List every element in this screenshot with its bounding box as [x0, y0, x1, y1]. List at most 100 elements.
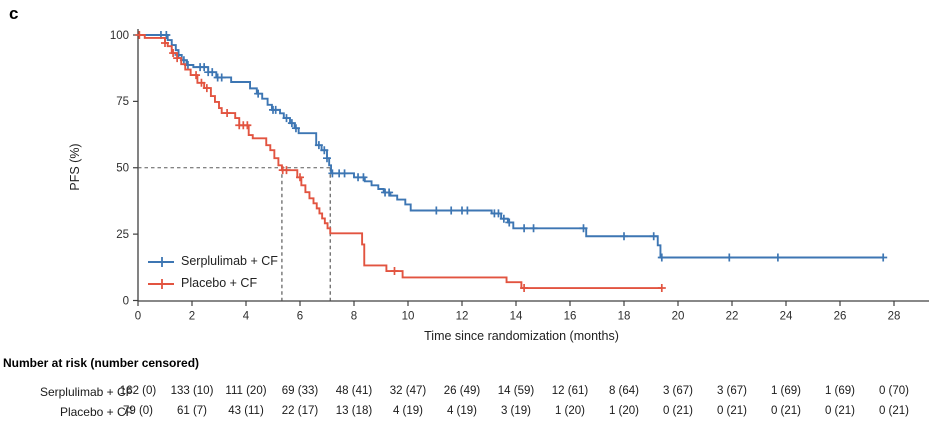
risk-cell: 14 (59) — [497, 385, 535, 397]
x-tick-label: 16 — [564, 311, 577, 323]
x-tick-label: 26 — [834, 311, 847, 323]
risk-row-label-placebo: Placebo + CF — [59, 405, 133, 419]
censor-tick — [254, 89, 263, 98]
risk-cell: 8 (64) — [608, 385, 640, 397]
censor-tick — [223, 109, 232, 118]
x-tick-label: 8 — [351, 311, 357, 323]
risk-cell: 4 (19) — [392, 405, 424, 417]
censor-tick — [529, 224, 538, 233]
risk-cell: 0 (21) — [770, 405, 802, 417]
risk-cell: 0 (21) — [824, 405, 856, 417]
x-tick-label: 24 — [780, 311, 793, 323]
risk-cell: 79 (0) — [122, 405, 154, 417]
km-curve-serplulimab — [138, 34, 884, 259]
censor-tick — [359, 173, 368, 182]
panel-label: c — [9, 4, 19, 23]
x-tick-label: 0 — [135, 311, 141, 323]
censor-tick — [282, 166, 291, 175]
censor-tick — [432, 206, 441, 215]
legend-label-placebo: Placebo + CF — [181, 276, 258, 290]
risk-cell: 1 (69) — [770, 385, 802, 397]
censor-tick — [620, 232, 628, 241]
censor-tick — [328, 169, 337, 178]
censor-tick — [271, 105, 280, 114]
risk-row-label-serplulimab: Serplulimab + CF — [39, 385, 133, 399]
censor-tick — [208, 68, 217, 77]
censor-tick — [499, 214, 508, 223]
censor-tick — [169, 49, 178, 58]
risk-cell: 3 (67) — [662, 385, 694, 397]
censor-tick — [494, 209, 503, 218]
legend-label-serplulimab: Serplulimab + CF — [181, 254, 278, 268]
risk-cell: 61 (7) — [176, 405, 208, 417]
censor-tick — [197, 78, 206, 87]
risk-cell: 1 (20) — [554, 405, 586, 417]
risk-cell: 4 (19) — [446, 405, 478, 417]
legend-marker-plus — [157, 279, 167, 289]
x-tick-label: 20 — [672, 311, 685, 323]
x-tick-label: 2 — [189, 311, 195, 323]
censor-tick — [202, 84, 211, 93]
censor-tick — [314, 141, 323, 150]
risk-cell: 3 (67) — [716, 385, 748, 397]
y-tick-label: 50 — [116, 163, 129, 175]
risk-cell: 111 (20) — [225, 385, 267, 397]
censor-tick — [291, 124, 300, 133]
x-tick-label: 14 — [510, 311, 523, 323]
censor-tick — [161, 38, 169, 47]
risk-cell: 0 (70) — [878, 385, 910, 397]
risk-cell: 12 (61) — [551, 385, 589, 397]
risk-cell: 69 (33) — [281, 385, 319, 397]
censor-tick — [657, 253, 666, 262]
x-tick-label: 10 — [402, 311, 415, 323]
risk-cell: 1 (20) — [608, 405, 640, 417]
risk-table-header: Number at risk (number censored) — [3, 356, 200, 370]
risk-cell: 0 (21) — [716, 405, 748, 417]
x-tick-label: 28 — [888, 311, 901, 323]
risk-cell: 3 (19) — [500, 405, 532, 417]
risk-cell: 26 (49) — [443, 385, 481, 397]
risk-cell: 0 (21) — [662, 405, 694, 417]
censor-tick — [579, 224, 588, 233]
risk-cell: 32 (47) — [389, 385, 427, 397]
censor-tick — [282, 114, 291, 123]
censor-tick — [320, 146, 329, 155]
x-tick-label: 6 — [297, 311, 303, 323]
risk-cell: 43 (11) — [228, 405, 264, 417]
x-tick-label: 12 — [456, 311, 469, 323]
risk-cell: 13 (18) — [335, 405, 373, 417]
risk-cell: 133 (10) — [170, 385, 214, 397]
censor-tick — [243, 121, 252, 130]
x-tick-label: 18 — [618, 311, 631, 323]
risk-cell: 1 (69) — [824, 385, 856, 397]
censor-tick — [879, 253, 888, 262]
x-tick-label: 22 — [726, 311, 739, 323]
censor-tick — [287, 119, 296, 128]
censor-tick — [657, 284, 666, 293]
risk-cell: 0 (21) — [878, 405, 910, 417]
censor-tick — [520, 224, 529, 233]
censor-tick — [649, 232, 658, 241]
censor-tick — [390, 267, 399, 276]
y-axis-title: PFS (%) — [68, 143, 82, 191]
censor-tick — [447, 206, 456, 215]
risk-cell: 162 (0) — [119, 385, 157, 397]
censor-tick — [725, 253, 734, 262]
censor-tick — [217, 73, 226, 82]
censor-tick — [173, 54, 182, 63]
legend-marker-plus — [157, 257, 167, 267]
x-axis-title: Time since randomization (months) — [424, 329, 619, 343]
risk-cell: 22 (17) — [281, 405, 319, 417]
censor-tick — [505, 218, 514, 227]
risk-cell: 48 (41) — [335, 385, 373, 397]
y-tick-label: 0 — [123, 295, 129, 307]
censor-tick — [200, 63, 209, 72]
y-tick-label: 25 — [116, 229, 129, 241]
km-curve-placebo — [138, 34, 662, 289]
censor-tick — [162, 31, 171, 39]
y-tick-label: 100 — [110, 30, 129, 42]
x-tick-label: 4 — [243, 311, 250, 323]
censor-tick — [296, 173, 304, 182]
